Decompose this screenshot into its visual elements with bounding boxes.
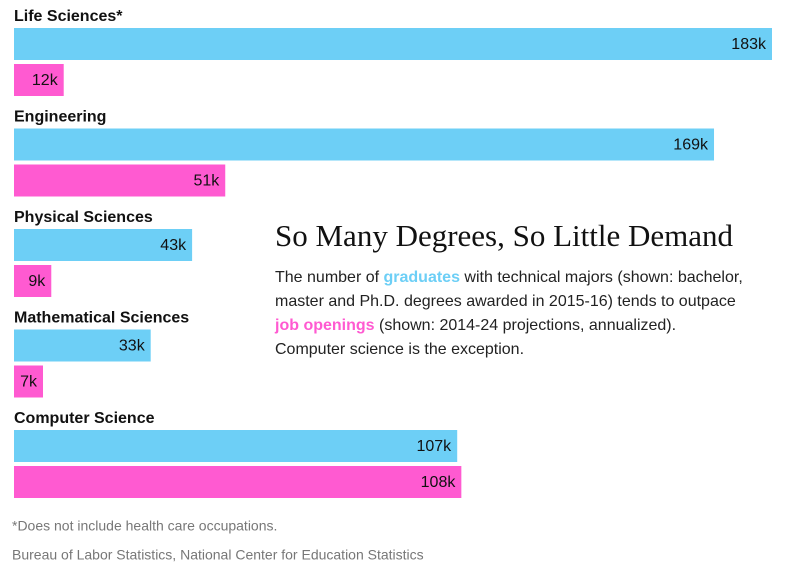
description-text: with technical majors (shown: bachelor, … [275,269,743,310]
description-text: (shown: 2014-24 projections, annualized)… [275,317,677,358]
category-label: Engineering [14,109,106,126]
bar [14,128,715,161]
description-text: The number of [275,269,384,286]
bar [14,329,151,362]
category-label: Computer Science [14,410,155,427]
category-label: Physical Sciences [14,209,153,226]
bar [14,229,193,261]
footnote: *Does not include health care occupation… [12,518,277,534]
source: Bureau of Labor Statistics, National Cen… [12,547,424,563]
value-label: 12k [32,72,59,89]
value-label: 108k [421,474,457,491]
value-label: 183k [731,36,767,53]
value-label: 43k [160,237,187,254]
category-label: Mathematical Sciences [14,310,189,327]
value-label: 169k [673,137,709,154]
bar [14,164,226,197]
legend-series: job openings [275,317,375,334]
value-label: 9k [28,273,46,290]
bar [14,430,458,462]
bar [14,466,462,498]
description: The number of graduates with technical m… [275,266,745,362]
legend-series: graduates [383,269,460,286]
value-label: 107k [416,438,452,455]
value-label: 7k [20,374,38,391]
bar [14,265,52,297]
bar [14,64,64,96]
category-label: Life Sciences* [14,8,123,25]
chart-title: So Many Degrees, So Little Demand [275,218,734,253]
value-label: 51k [193,173,220,190]
value-label: 33k [119,338,146,355]
bar [14,365,43,398]
bar [14,28,772,60]
